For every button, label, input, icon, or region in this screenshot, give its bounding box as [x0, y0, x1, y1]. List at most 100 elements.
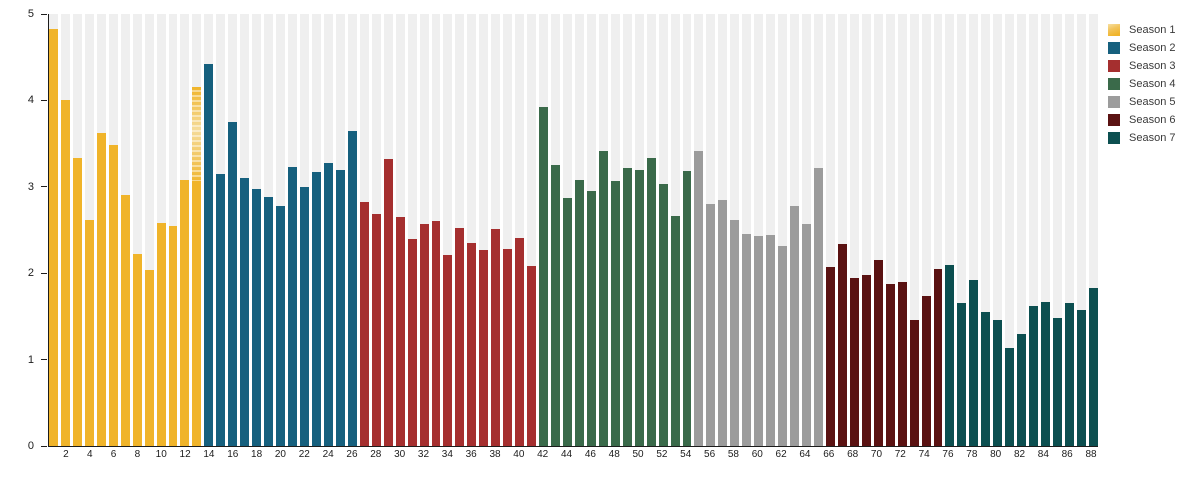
bar-column-episode-40: [515, 14, 525, 446]
rating-bar-season-1: [156, 223, 166, 446]
bar-column-episode-36: [467, 14, 477, 446]
y-tick-label: 0: [27, 440, 34, 452]
rating-bar-season-7: [1065, 303, 1074, 446]
x-tick-label-88: 88: [1085, 449, 1097, 460]
rating-bar-season-6: [933, 268, 943, 446]
bar-column-episode-14: [204, 14, 214, 446]
x-tick-label-32: 32: [417, 449, 430, 460]
x-tick-label-84: 84: [1037, 449, 1049, 460]
x-tick-label-6: 6: [110, 449, 117, 460]
bar-column-episode-9: [144, 14, 154, 446]
legend-swatch: [1108, 78, 1120, 90]
x-tick-label-12: 12: [179, 449, 191, 460]
legend-item-season-5: Season 5: [1108, 96, 1175, 108]
bar-column-episode-63: [790, 14, 800, 446]
x-tick-label-8: 8: [134, 449, 141, 460]
bar-column-episode-50: [634, 14, 644, 446]
y-tick-mark: [41, 13, 47, 15]
bar-column-episode-84: [1041, 14, 1051, 446]
bar-column-episode-46: [586, 14, 596, 446]
x-tick-label-54: 54: [680, 449, 692, 460]
bar-column-episode-38: [491, 14, 501, 446]
rating-bar-season-2: [347, 130, 357, 446]
legend-label: Season 7: [1129, 132, 1176, 144]
bar-column-episode-24: [323, 14, 333, 446]
rating-bar-season-6: [885, 284, 895, 446]
x-tick-label-14: 14: [203, 449, 215, 460]
column-background-stripe: [885, 14, 895, 446]
rating-bar-season-4: [622, 167, 632, 446]
x-tick-label-62: 62: [775, 449, 787, 460]
rating-bar-season-2: [204, 64, 214, 446]
rating-bar-season-7: [1041, 301, 1051, 446]
legend-item-season-3: Season 3: [1108, 60, 1175, 72]
bar-column-episode-79: [981, 14, 991, 446]
rating-bar-season-3: [515, 237, 525, 446]
bar-column-episode-10: [156, 14, 166, 446]
rating-bar-season-3: [395, 217, 405, 446]
bar-column-episode-48: [610, 14, 620, 446]
x-tick-label-72: 72: [894, 449, 906, 460]
x-tick-label-74: 74: [918, 449, 930, 460]
rating-bar-season-5: [814, 167, 823, 446]
x-tick-label-30: 30: [394, 449, 406, 460]
y-tick-label: 4: [27, 94, 34, 107]
y-tick-label: 2: [27, 267, 34, 280]
rating-bar-season-4: [574, 179, 584, 446]
rating-bar-season-2: [228, 122, 238, 446]
rating-bar-season-3: [503, 249, 513, 446]
column-background-stripe: [897, 14, 907, 446]
rating-bar-season-4: [682, 171, 692, 446]
rating-bar-season-2: [240, 178, 250, 446]
bar-column-episode-12: [180, 14, 190, 446]
x-tick-label-18: 18: [251, 449, 263, 460]
legend-item-season-6: Season 6: [1108, 114, 1175, 126]
column-background-stripe: [993, 14, 1003, 446]
bar-column-episode-52: [658, 14, 668, 446]
bar-column-episode-67: [837, 14, 847, 446]
bar-column-episode-32: [419, 14, 429, 446]
column-background-stripe: [742, 14, 752, 446]
x-tick-label-10: 10: [155, 449, 167, 460]
bar-column-episode-20: [276, 14, 286, 446]
bar-column-episode-75: [933, 14, 943, 446]
legend-swatch: [1108, 42, 1120, 54]
bar-column-episode-18: [252, 14, 262, 446]
column-background-stripe: [407, 14, 417, 446]
rating-bar-season-7: [957, 302, 967, 446]
rating-bar-season-4: [598, 151, 608, 446]
rating-bar-season-5: [802, 223, 811, 446]
rating-bar-season-3: [467, 242, 477, 446]
bar-column-episode-73: [909, 14, 919, 446]
x-tick-label-20: 20: [274, 449, 286, 460]
y-tick-mark: [41, 445, 47, 447]
rating-bar-season-6: [873, 260, 883, 446]
rating-bar-season-1: [60, 100, 70, 446]
bar-column-episode-13: [192, 14, 202, 446]
bar-column-episode-2: [60, 14, 70, 446]
column-background-stripe: [467, 14, 477, 446]
y-tick-mark: [41, 272, 47, 274]
bar-column-episode-87: [1076, 14, 1086, 446]
rating-bar-season-1: [96, 133, 106, 446]
column-background-stripe: [766, 14, 776, 446]
legend-label: Season 1: [1129, 24, 1176, 36]
x-tick-label-64: 64: [799, 449, 811, 460]
bar-column-episode-66: [825, 14, 835, 446]
bar-column-episode-37: [479, 14, 489, 446]
bar-column-episode-26: [347, 14, 357, 446]
bar-column-episode-55: [694, 14, 704, 446]
column-background-stripe: [1076, 14, 1086, 446]
bar-column-episode-21: [288, 14, 298, 446]
bar-column-episode-68: [849, 14, 859, 446]
bar-column-episode-22: [300, 14, 309, 446]
x-tick-label-40: 40: [513, 449, 525, 460]
rating-bar-season-6: [849, 277, 859, 446]
rating-bar-season-7: [981, 312, 991, 446]
rating-bar-season-7: [969, 280, 979, 446]
column-background-stripe: [861, 14, 871, 446]
rating-bar-season-4: [634, 169, 644, 446]
column-background-stripe: [1029, 14, 1039, 446]
bar-column-episode-53: [670, 14, 680, 446]
bar-column-episode-80: [993, 14, 1003, 446]
